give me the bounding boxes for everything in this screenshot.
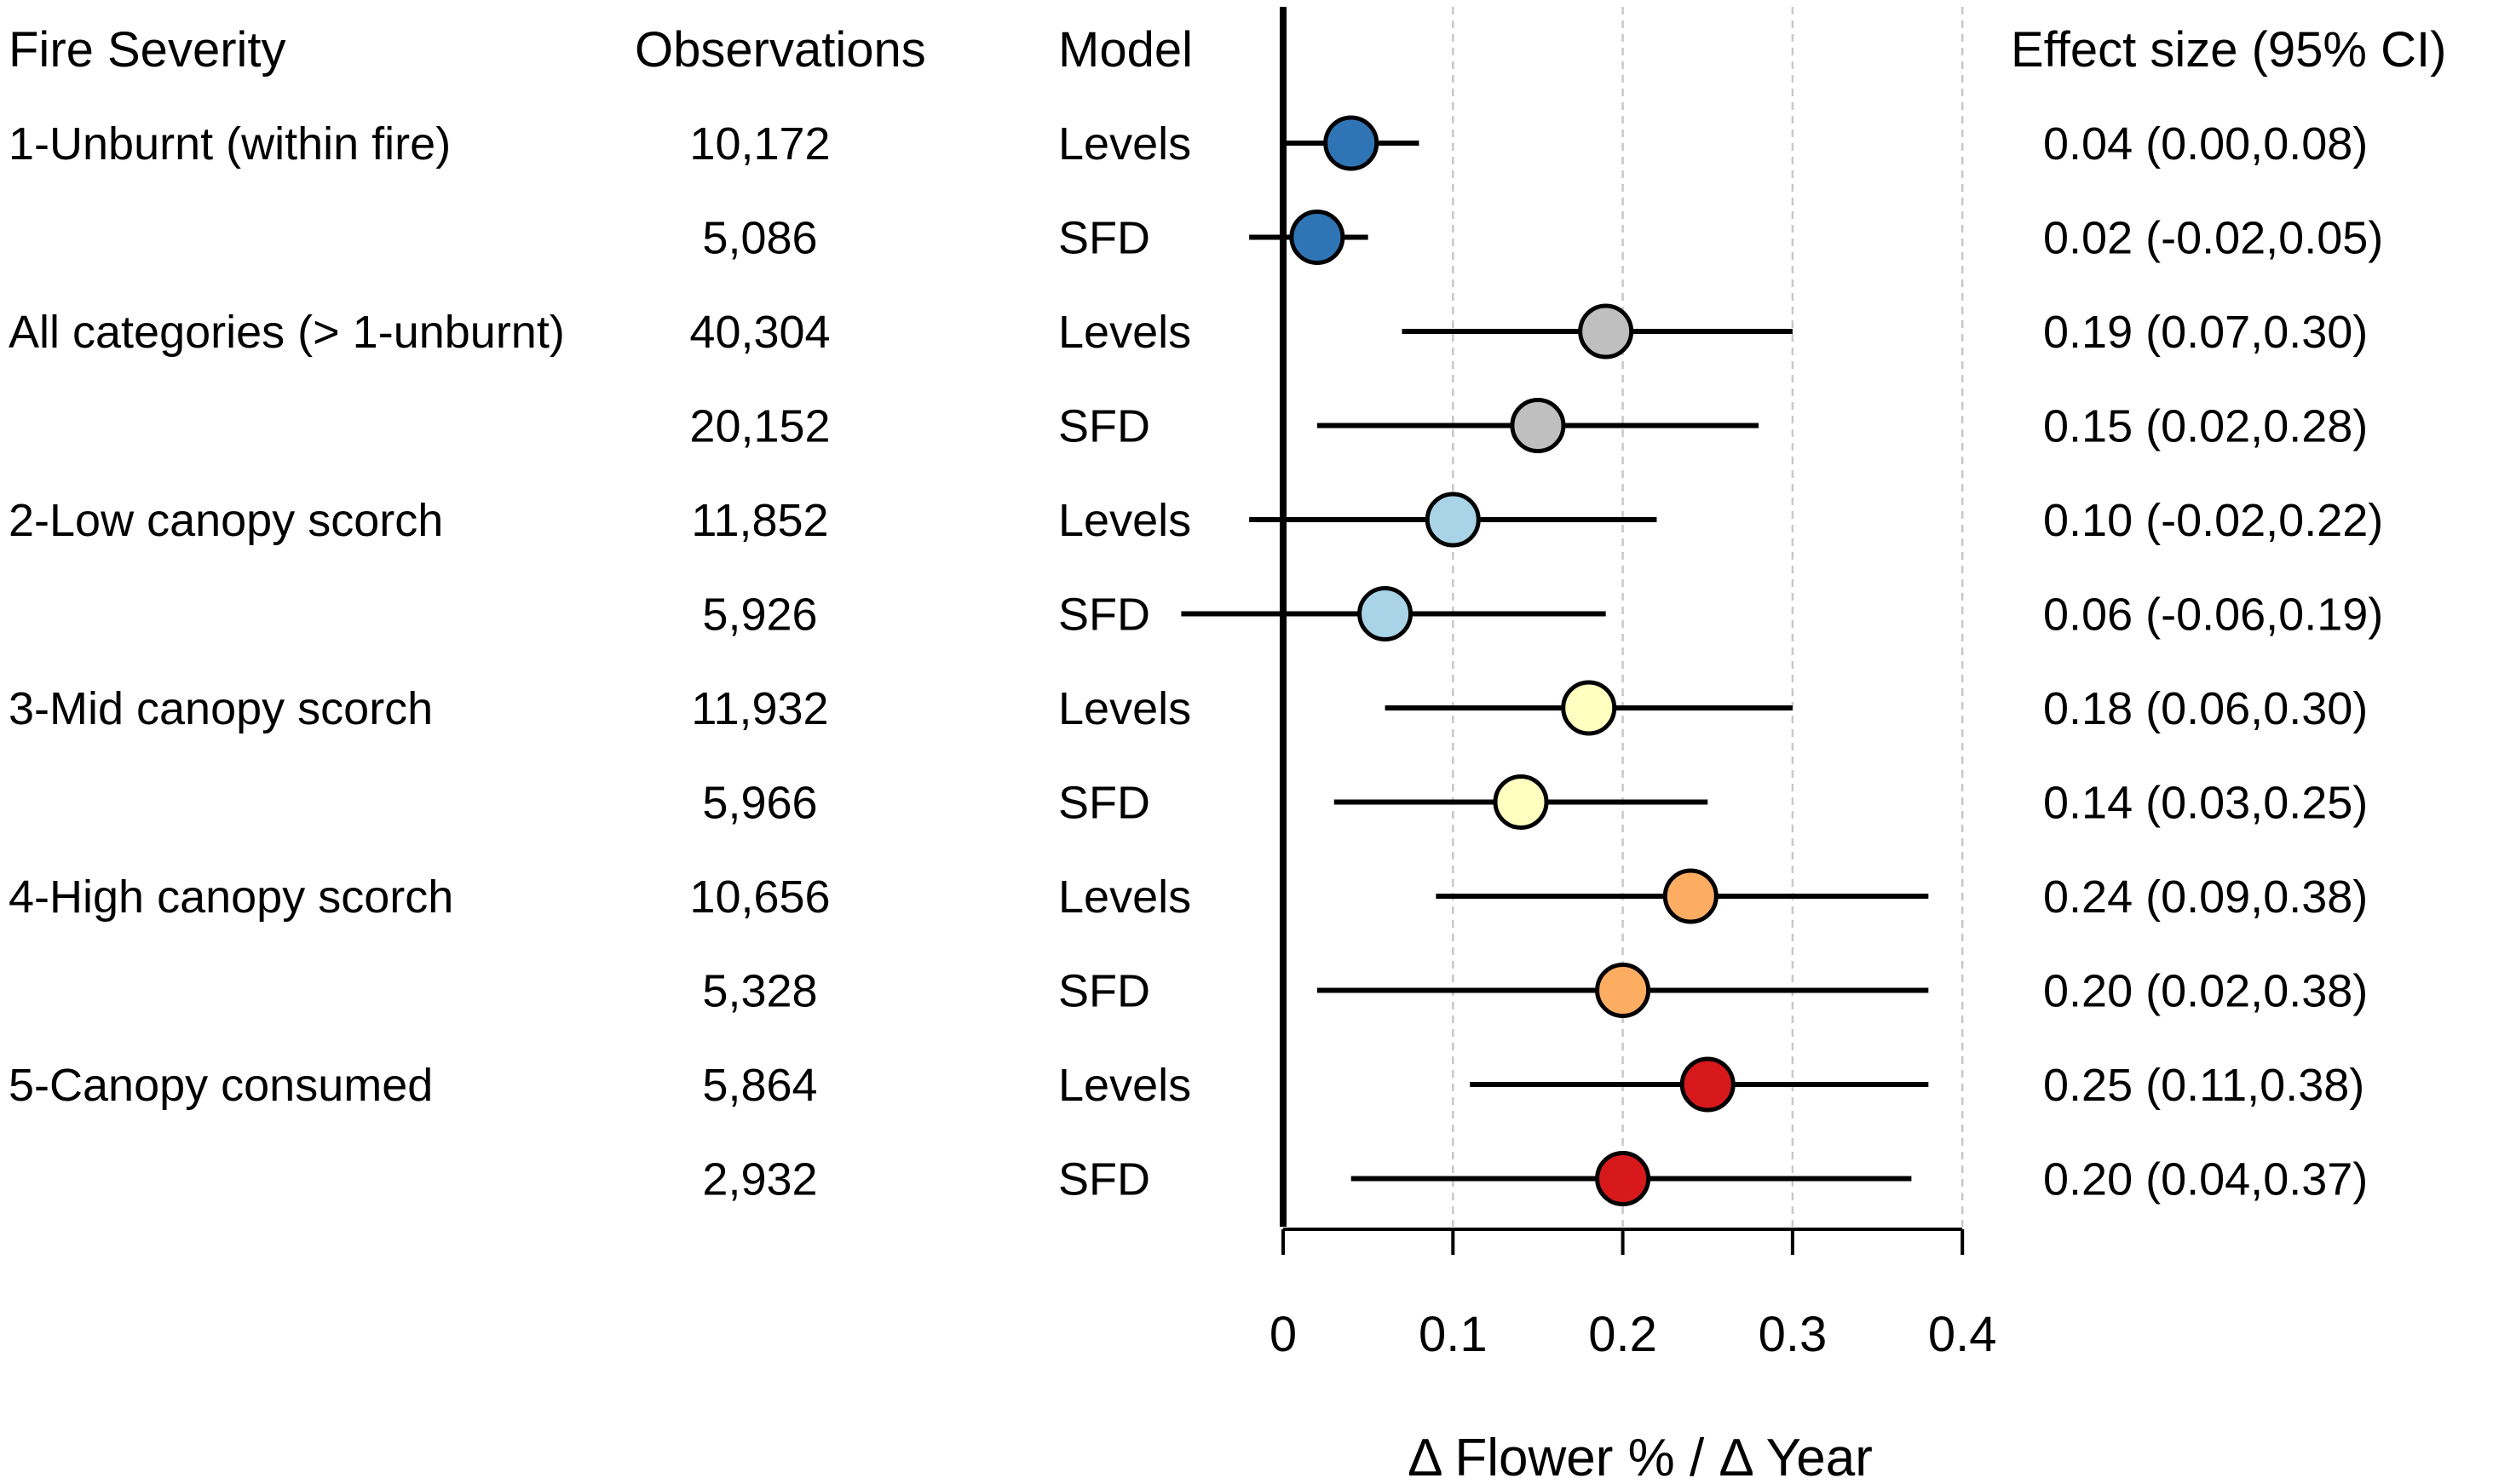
point-estimate bbox=[1561, 680, 1617, 736]
row-effect-size: 0.15 (0.02,0.28) bbox=[2043, 401, 2368, 452]
row-model: SFD bbox=[1058, 590, 1150, 641]
point-estimate bbox=[1595, 963, 1651, 1018]
x-axis-title: Δ Flower % / Δ Year bbox=[1408, 1429, 1873, 1484]
x-tick-label: 0.2 bbox=[1588, 1307, 1657, 1362]
row-observations: 20,152 bbox=[689, 401, 830, 452]
point-estimate bbox=[1493, 774, 1549, 830]
point-estimate bbox=[1323, 115, 1379, 171]
point-estimate bbox=[1510, 398, 1566, 453]
row-effect-size: 0.04 (0.00,0.08) bbox=[2043, 118, 2368, 170]
row-observations: 11,852 bbox=[691, 495, 828, 546]
row-severity-label: 5-Canopy consumed bbox=[9, 1060, 433, 1111]
point-estimate bbox=[1679, 1056, 1736, 1113]
row-model: Levels bbox=[1058, 495, 1191, 546]
row-effect-size: 0.24 (0.09,0.38) bbox=[2043, 871, 2368, 923]
row-observations: 5,086 bbox=[702, 213, 817, 264]
header-model: Model bbox=[1058, 22, 1193, 78]
point-estimate bbox=[1578, 303, 1634, 359]
row-observations: 2,932 bbox=[702, 1154, 817, 1205]
row-severity-label: 1-Unburnt (within fire) bbox=[9, 118, 451, 170]
row-model: SFD bbox=[1058, 213, 1150, 264]
row-model: SFD bbox=[1058, 1154, 1150, 1205]
x-tick-label: 0.4 bbox=[1928, 1307, 1997, 1362]
row-effect-size: 0.06 (-0.06,0.19) bbox=[2043, 590, 2383, 641]
row-observations: 10,172 bbox=[689, 118, 830, 170]
table-row: 2,932 SFD 0.20 (0.04,0.37) bbox=[702, 1151, 2368, 1206]
row-model: SFD bbox=[1058, 401, 1150, 452]
row-effect-size: 0.20 (0.04,0.37) bbox=[2043, 1154, 2368, 1205]
point-estimate bbox=[1662, 868, 1719, 924]
row-severity-label: 3-Mid canopy scorch bbox=[9, 683, 433, 734]
row-effect-size: 0.25 (0.11,0.38) bbox=[2043, 1060, 2364, 1111]
row-severity-label: 2-Low canopy scorch bbox=[9, 495, 443, 546]
x-tick-label: 0 bbox=[1270, 1307, 1297, 1362]
row-effect-size: 0.19 (0.07,0.30) bbox=[2043, 307, 2368, 358]
row-effect-size: 0.18 (0.06,0.30) bbox=[2043, 683, 2368, 734]
row-model: SFD bbox=[1058, 778, 1150, 829]
table-row: 3-Mid canopy scorch 11,932 Levels 0.18 (0.0… bbox=[9, 680, 2368, 736]
table-row: 5-Canopy consumed 5,864 Levels 0.25 (0.11,0… bbox=[9, 1056, 2364, 1113]
row-observations: 11,932 bbox=[691, 683, 828, 734]
point-estimate bbox=[1595, 1151, 1651, 1206]
table-row: 5,086 SFD 0.02 (-0.02,0.05) bbox=[702, 210, 2383, 265]
header-fire-severity: Fire Severity bbox=[9, 22, 286, 78]
table-row: 5,328 SFD 0.20 (0.02,0.38) bbox=[702, 963, 2368, 1018]
row-effect-size: 0.10 (-0.02,0.22) bbox=[2043, 495, 2383, 546]
row-model: Levels bbox=[1058, 118, 1191, 170]
point-estimate bbox=[1357, 586, 1413, 641]
row-observations: 40,304 bbox=[689, 307, 830, 358]
row-model: Levels bbox=[1058, 871, 1191, 923]
header-observations: Observations bbox=[635, 22, 926, 78]
row-observations: 5,328 bbox=[702, 966, 817, 1017]
row-observations: 5,864 bbox=[702, 1060, 817, 1111]
column-headers: Fire Severity Observations Model Effect … bbox=[9, 22, 2446, 78]
row-effect-size: 0.02 (-0.02,0.05) bbox=[2043, 213, 2383, 264]
table-row: 1-Unburnt (within fire) 10,172 Levels 0.04 … bbox=[9, 115, 2368, 171]
row-observations: 5,966 bbox=[702, 778, 817, 829]
x-axis: 0 0.1 0.2 0.3 0.4 bbox=[1270, 1228, 1997, 1362]
row-effect-size: 0.14 (0.03,0.25) bbox=[2043, 778, 2368, 829]
row-model: Levels bbox=[1058, 307, 1191, 358]
x-tick-label: 0.3 bbox=[1759, 1307, 1828, 1362]
table-row: 20,152 SFD 0.15 (0.02,0.28) bbox=[689, 398, 2368, 453]
row-model: Levels bbox=[1058, 683, 1191, 734]
row-model: Levels bbox=[1058, 1060, 1191, 1111]
table-row: All categories (> 1-unburnt) 40,304 Levels… bbox=[9, 303, 2368, 359]
table-rows: 1-Unburnt (within fire) 10,172 Levels 0.04 … bbox=[9, 115, 2383, 1206]
table-row: 5,926 SFD 0.06 (-0.06,0.19) bbox=[702, 586, 2383, 641]
row-observations: 5,926 bbox=[702, 590, 817, 641]
row-effect-size: 0.20 (0.02,0.38) bbox=[2043, 966, 2368, 1017]
row-severity-label: All categories (> 1-unburnt) bbox=[9, 307, 565, 358]
row-model: SFD bbox=[1058, 966, 1150, 1017]
header-effect-size: Effect size (95% CI) bbox=[2011, 22, 2446, 78]
row-observations: 10,656 bbox=[689, 871, 830, 923]
table-row: 4-High canopy scorch 10,656 Levels 0.24 (0.… bbox=[9, 868, 2368, 924]
table-row: 5,966 SFD 0.14 (0.03,0.25) bbox=[702, 774, 2368, 830]
row-severity-label: 4-High canopy scorch bbox=[9, 871, 453, 923]
point-estimate bbox=[1289, 210, 1345, 265]
point-estimate bbox=[1425, 492, 1481, 548]
table-row: 2-Low canopy scorch 11,852 Levels 0.10 (-0.… bbox=[9, 492, 2383, 548]
x-tick-label: 0.1 bbox=[1419, 1307, 1488, 1362]
